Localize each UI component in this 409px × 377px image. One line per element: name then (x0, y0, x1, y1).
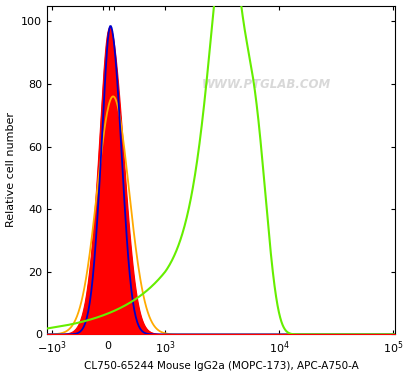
Y-axis label: Relative cell number: Relative cell number (6, 112, 16, 227)
Text: WWW.PTGLAB.COM: WWW.PTGLAB.COM (202, 78, 331, 91)
X-axis label: CL750-65244 Mouse IgG2a (MOPC-173), APC-A750-A: CL750-65244 Mouse IgG2a (MOPC-173), APC-… (84, 362, 359, 371)
